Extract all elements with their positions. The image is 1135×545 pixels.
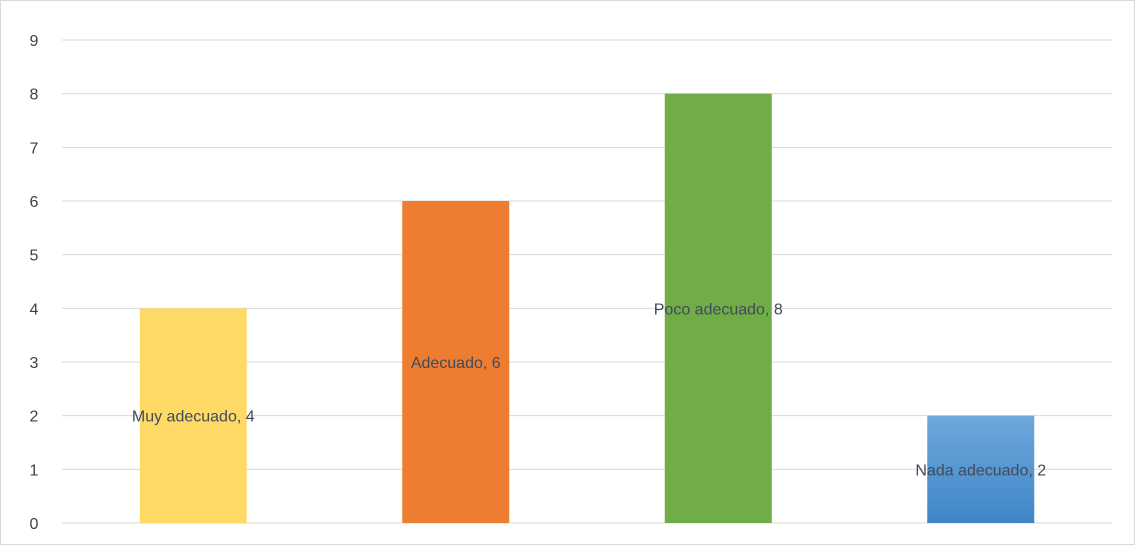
- bar-muy-adecuado: [139, 308, 247, 523]
- y-tick-label-9: 9: [30, 33, 39, 50]
- y-tick-label-3: 3: [30, 355, 39, 372]
- data-label-poco-adecuado: Poco adecuado, 8: [654, 301, 783, 318]
- bar-adecuado: [402, 201, 510, 523]
- y-tick-label-7: 7: [30, 140, 39, 157]
- y-tick-label-6: 6: [30, 194, 39, 211]
- y-tick-label-8: 8: [30, 87, 39, 104]
- data-label-adecuado: Adecuado, 6: [411, 355, 501, 372]
- y-axis-ticks: 0 1 2 3 4 5 6 7 8 9: [30, 33, 39, 533]
- y-tick-label-1: 1: [30, 462, 39, 479]
- data-labels: Muy adecuado, 4 Adecuado, 6 Poco adecuado,…: [132, 301, 1046, 479]
- bar-poco-adecuado: [664, 93, 772, 524]
- y-tick-label-0: 0: [30, 516, 39, 533]
- y-tick-label-5: 5: [30, 248, 39, 265]
- data-label-nada-adecuado: Nada adecuado, 2: [915, 462, 1046, 479]
- bar-nada-adecuado: [927, 415, 1035, 523]
- bars: [139, 93, 1035, 524]
- data-label-muy-adecuado: Muy adecuado, 4: [132, 409, 255, 426]
- y-tick-label-2: 2: [30, 409, 39, 426]
- y-tick-label-4: 4: [30, 301, 39, 318]
